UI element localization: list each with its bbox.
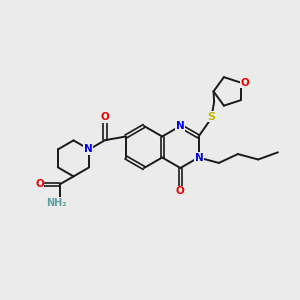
Text: O: O xyxy=(240,78,249,88)
Text: O: O xyxy=(101,112,110,122)
Text: O: O xyxy=(35,179,44,189)
Text: O: O xyxy=(176,186,185,196)
Text: S: S xyxy=(207,112,215,122)
Text: N: N xyxy=(195,152,203,163)
Text: N: N xyxy=(84,144,93,154)
Text: NH₂: NH₂ xyxy=(46,198,67,208)
Text: N: N xyxy=(176,121,185,131)
